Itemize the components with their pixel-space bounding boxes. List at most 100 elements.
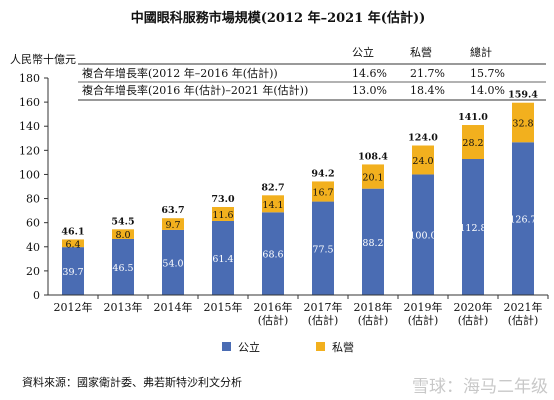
bar-public-value-label: 100.0 <box>409 231 436 242</box>
table-value-cell: 15.7% <box>470 67 505 80</box>
bar-private-value-label: 8.0 <box>115 230 130 241</box>
bar-public-value-label: 88.2 <box>362 238 383 249</box>
table-row-label: 複合年增長率(2012 年–2016 年(估計)) <box>82 66 278 80</box>
x-tick-label: (估計) <box>408 313 439 327</box>
bar-private <box>62 239 84 248</box>
bar-private-value-label: 28.2 <box>462 138 483 149</box>
y-tick-label: 100 <box>19 168 40 181</box>
chart-title: 中國眼科服務市場規模(2012 年–2021 年(估計)) <box>131 10 426 26</box>
legend-label: 私營 <box>332 341 354 354</box>
bar-private-value-label: 24.0 <box>412 156 433 167</box>
x-tick-label: 2021年 <box>504 300 543 314</box>
y-tick-label: 120 <box>19 144 40 157</box>
table-value-cell: 14.0% <box>470 84 505 97</box>
plot-area: 39.7 6.4 46.1 46.5 8.0 54.5 54.0 9.7 63.7 61.4 11.… <box>61 90 538 295</box>
x-tick-label: 2013年 <box>104 300 143 314</box>
bar-public <box>262 212 284 295</box>
bar-private <box>162 218 184 230</box>
table-value-cell: 13.0% <box>352 84 387 97</box>
table-header-cell: 公立 <box>352 45 374 59</box>
bar-total-label: 54.5 <box>111 216 134 227</box>
bar-public <box>412 174 434 295</box>
bar-total-label: 124.0 <box>408 133 438 144</box>
x-tick-label: (估計) <box>458 313 489 327</box>
bar-private <box>312 181 334 202</box>
table-header-cell: 總計 <box>470 45 492 59</box>
bar-public <box>512 142 534 295</box>
bar-public-value-label: 112.8 <box>459 223 486 234</box>
bar-total-label: 63.7 <box>161 205 184 216</box>
y-tick-label: 80 <box>26 193 40 206</box>
bar-total-label: 82.7 <box>261 182 284 193</box>
bar-private-value-label: 11.6 <box>212 210 233 221</box>
y-tick-label: 140 <box>19 120 40 133</box>
bar-private-value-label: 14.1 <box>262 200 283 211</box>
bar-public-value-label: 68.6 <box>262 250 283 261</box>
bar-total-label: 141.0 <box>458 112 488 123</box>
bar-public-value-label: 77.5 <box>312 244 333 255</box>
table-header-cell: 私營 <box>410 46 432 59</box>
bar-public <box>162 229 184 295</box>
table-value-cell: 14.6% <box>352 67 387 80</box>
bar-public <box>362 188 384 295</box>
bar-total-label: 46.1 <box>61 226 84 237</box>
legend: 公立 私營 <box>222 340 354 354</box>
x-tick-label: 2016年 <box>254 300 293 314</box>
source-note: 資料來源：國家衛計委、弗若斯特沙利文分析 <box>22 375 242 389</box>
y-tick-label: 40 <box>26 241 40 254</box>
x-tick-label: (估計) <box>508 313 539 327</box>
x-tick-label: 2012年 <box>54 300 93 314</box>
bar-private <box>462 125 484 160</box>
legend-swatch <box>316 342 325 351</box>
x-tick-label: 2018年 <box>354 300 393 314</box>
y-tick-label: 180 <box>19 72 40 85</box>
x-axis: 2012年 2013年 2014年 2015年 2016年(估計)2017年(估計)20… <box>48 294 549 327</box>
legend-label: 公立 <box>238 340 260 354</box>
bar-total-label: 108.4 <box>358 151 388 162</box>
x-tick-label: 2014年 <box>154 300 193 314</box>
y-tick-label: 160 <box>19 96 40 109</box>
bar-public-value-label: 126.7 <box>509 215 536 226</box>
bar-private-value-label: 16.7 <box>312 188 333 199</box>
x-tick-label: (估計) <box>258 313 289 327</box>
x-tick-label: (估計) <box>308 313 339 327</box>
legend-swatch <box>222 342 231 351</box>
bar-public <box>312 201 334 295</box>
x-tick-label: 2015年 <box>204 300 243 314</box>
x-tick-label: 2017年 <box>304 300 343 314</box>
x-tick-label: 2020年 <box>454 300 493 314</box>
bar-private <box>262 195 284 213</box>
x-tick-label: (估計) <box>358 313 389 327</box>
bar-private-value-label: 9.7 <box>165 220 180 231</box>
bar-public-value-label: 61.4 <box>212 254 233 265</box>
bar-public-value-label: 46.5 <box>112 263 133 274</box>
bar-private-value-label: 32.8 <box>512 118 533 129</box>
watermark: 雪球：海马二年级 <box>412 377 548 397</box>
bar-private <box>362 164 384 189</box>
bar-public-value-label: 39.7 <box>62 267 83 278</box>
bar-public <box>212 220 234 295</box>
table-value-cell: 18.4% <box>410 84 445 97</box>
bar-private-value-label: 6.4 <box>65 239 80 250</box>
bar-public-value-label: 54.0 <box>162 258 183 269</box>
bar-public <box>62 247 84 295</box>
bar-public <box>112 238 134 295</box>
y-tick-label: 60 <box>26 217 40 230</box>
y-tick-label: 20 <box>26 265 40 278</box>
table-row-label: 複合年增長率(2016 年(估計)–2021 年(估計)) <box>82 83 308 97</box>
bar-private <box>512 102 534 143</box>
bar-private <box>212 206 234 221</box>
bar-total-label: 94.2 <box>311 168 334 179</box>
bar-public <box>462 159 484 295</box>
x-tick-label: 2019年 <box>404 300 443 314</box>
bar-private <box>112 229 134 239</box>
bar-total-label: 73.0 <box>211 194 235 205</box>
table-value-cell: 21.7% <box>410 67 445 80</box>
bar-total-label: 159.4 <box>508 90 538 101</box>
y-tick-label: 0 <box>33 289 40 302</box>
bar-private-value-label: 20.1 <box>362 173 383 184</box>
y-axis: 0 20 40 60 80 100 120 140 160 180 <box>19 72 49 302</box>
bar-private <box>412 145 434 175</box>
